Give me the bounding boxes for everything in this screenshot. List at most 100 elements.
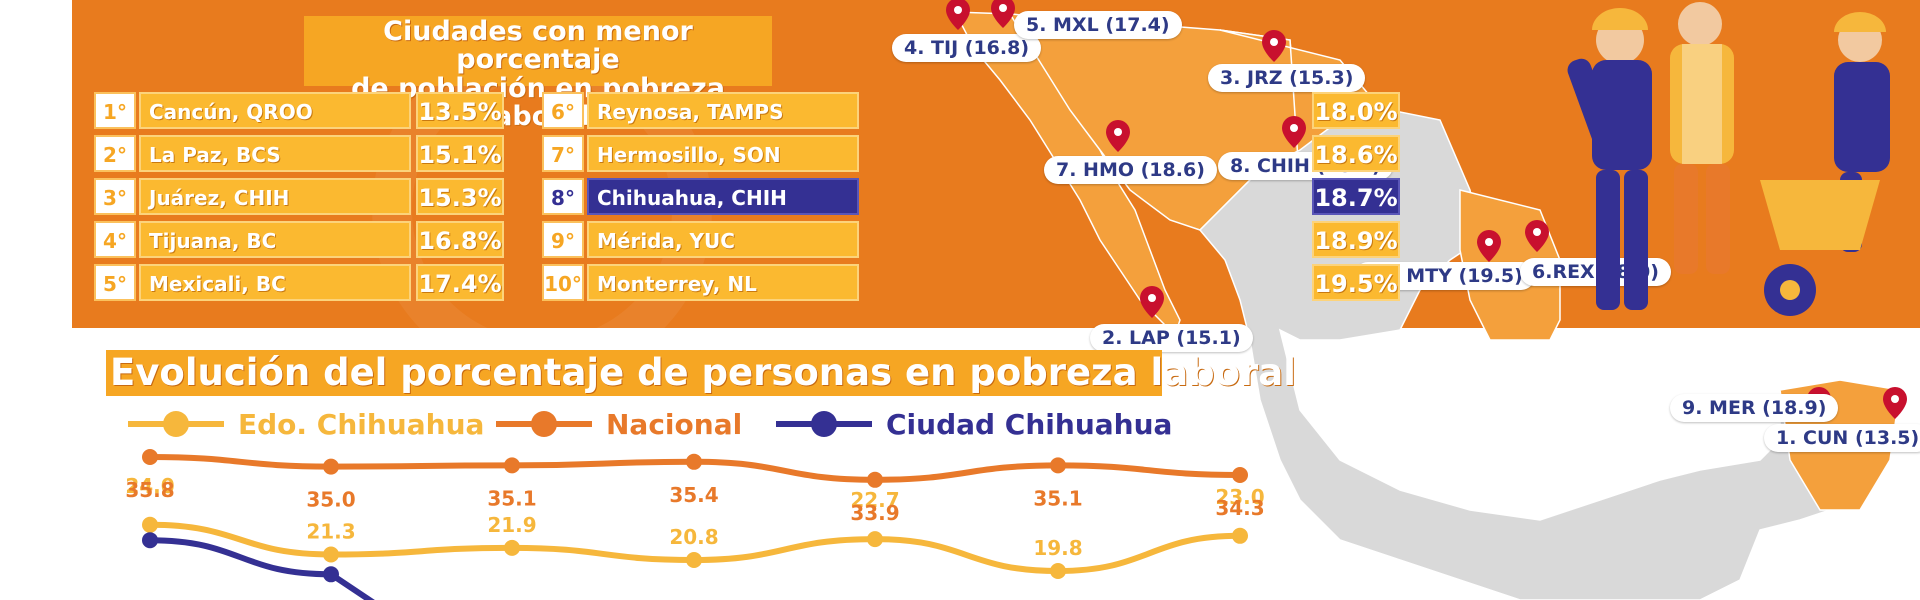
series-1-data-label: 35.1: [487, 486, 536, 510]
ranking-city: Reynosa, TAMPS: [587, 92, 859, 129]
ranking-title: Ciudades con menor porcentaje de poblaci…: [304, 16, 772, 131]
series-0-point: [142, 516, 158, 533]
series-0-point: [686, 552, 702, 568]
ranking-city: Juárez, CHIH: [139, 178, 411, 215]
series-1-data-label: 35.4: [669, 483, 718, 507]
series-0-point: [504, 539, 520, 556]
ranking-city: Mérida, YUC: [587, 221, 859, 258]
series-0-data-label: 21.9: [487, 513, 536, 537]
series-1-point: [1232, 467, 1248, 483]
map-label-hmo: 7. HMO (18.6): [1044, 156, 1217, 184]
ranking-value: 15.1%: [416, 135, 504, 172]
series-0-point: [867, 531, 883, 548]
ranking-value: 13.5%: [416, 92, 504, 129]
ranking-table: 1° Cancún, QROO 13.5% 2° La Paz, BCS 15.1% 3° J…: [94, 92, 1400, 302]
series-2-point: [142, 532, 158, 549]
series-0-point: [323, 546, 339, 563]
ranking-row: 7° Hermosillo, SON 18.6%: [542, 135, 1400, 172]
series-1-point: [1050, 457, 1066, 474]
ranking-position: 2°: [94, 135, 136, 172]
ranking-value: 18.0%: [1312, 92, 1400, 129]
map-pin-mxl: [991, 0, 1015, 28]
ranking-row: 10° Monterrey, NL 19.5%: [542, 264, 1400, 301]
legend-swatch-nacional: [496, 411, 592, 437]
worker-middle: [1670, 2, 1734, 274]
legend-swatch-ciudad: [776, 411, 872, 437]
series-0-data-label: 21.3: [306, 520, 355, 544]
series-1-data-label: 35.0: [306, 488, 355, 512]
series-1-point: [142, 449, 158, 465]
ranking-city: Chihuahua, CHIH: [587, 178, 859, 215]
ranking-position: 7°: [542, 135, 584, 172]
series-1-point: [867, 471, 883, 488]
map-pin-mty: [1477, 230, 1501, 262]
ranking-value: 18.9%: [1312, 221, 1400, 258]
legend-label-ciudad: Ciudad Chihuahua: [886, 408, 1173, 441]
ranking-value: 18.6%: [1312, 135, 1400, 172]
ranking-value: 15.3%: [416, 178, 504, 215]
ranking-row: 5° Mexicali, BC 17.4%: [94, 264, 504, 301]
ranking-title-line1: Ciudades con menor porcentaje: [383, 16, 693, 76]
ranking-row: 1° Cancún, QROO 13.5%: [94, 92, 504, 129]
map-pin-jrz: [1262, 30, 1286, 62]
map-pin-chih: [1282, 116, 1306, 148]
series-0-data-label: 22.7: [850, 488, 899, 512]
map-pin-cun: [1883, 387, 1907, 419]
series-1-point: [323, 458, 339, 475]
ranking-city: Monterrey, NL: [587, 264, 859, 301]
series-0-point: [1232, 527, 1248, 544]
series-0-data-label: 20.8: [669, 525, 718, 549]
ranking-row: 3° Juárez, CHIH 15.3%: [94, 178, 504, 215]
ranking-row: 2° La Paz, BCS 15.1%: [94, 135, 504, 172]
ranking-row: 4° Tijuana, BC 16.8%: [94, 221, 504, 258]
series-0-data-label: 24.0: [125, 474, 174, 498]
ranking-position: 10°: [542, 264, 584, 301]
ranking-row: 8° Chihuahua, CHIH 18.7%: [542, 178, 1400, 215]
ranking-row: 6° Reynosa, TAMPS 18.0%: [542, 92, 1400, 129]
series-0-data-label: 23.0: [1215, 485, 1264, 509]
wheelbarrow: [1760, 180, 1880, 316]
map-pin-hmo: [1106, 120, 1130, 152]
ranking-city: Tijuana, BC: [139, 221, 411, 258]
evolution-chart-title: Evolución del porcentaje de personas en …: [106, 350, 1296, 396]
map-label-cun: 1. CUN (13.5): [1764, 424, 1920, 452]
map-pin-lap: [1140, 286, 1164, 318]
map-label-tij: 4. TIJ (16.8): [892, 34, 1042, 62]
map-label-mer: 9. MER (18.9): [1670, 394, 1839, 422]
series-1-point: [504, 457, 520, 474]
legend-label-edo: Edo. Chihuahua: [238, 408, 485, 441]
series-1-data-label: 35.1: [1033, 486, 1082, 510]
ranking-position: 6°: [542, 92, 584, 129]
series-1-point: [686, 453, 702, 470]
ranking-position: 9°: [542, 221, 584, 258]
ranking-value: 18.7%: [1312, 178, 1400, 215]
series-0-data-label: 19.8: [1033, 536, 1082, 560]
ranking-position: 8°: [542, 178, 584, 215]
series-1-data-label: 35.8: [125, 478, 174, 502]
legend-swatch-edo: [128, 411, 224, 437]
map-label-mxl: 5. MXL (17.4): [1014, 11, 1182, 39]
map-label-lap: 2. LAP (15.1): [1090, 324, 1253, 352]
ranking-position: 5°: [94, 264, 136, 301]
ranking-city: Mexicali, BC: [139, 264, 411, 301]
ranking-position: 4°: [94, 221, 136, 258]
ranking-position: 1°: [94, 92, 136, 129]
ranking-value: 17.4%: [416, 264, 504, 301]
series-1-data-label: 34.3: [1215, 496, 1264, 520]
ranking-row: 9° Mérida, YUC 18.9%: [542, 221, 1400, 258]
workers-illustration: [1567, 2, 1890, 316]
map-pin-tij: [946, 0, 970, 30]
series-0-point: [1050, 563, 1066, 579]
ranking-value: 19.5%: [1312, 264, 1400, 301]
series-line-2: [147, 537, 375, 600]
map-pin-rex: [1525, 220, 1549, 252]
ranking-position: 3°: [94, 178, 136, 215]
ranking-city: Hermosillo, SON: [587, 135, 859, 172]
series-2-point: [323, 566, 339, 583]
legend-label-nacional: Nacional: [606, 408, 743, 441]
ranking-city: Cancún, QROO: [139, 92, 411, 129]
worker-left: [1567, 8, 1652, 310]
evolution-line-chart: 24.0 21.3 21.9 20.8 22.7 19.8 23.0 35.8 35.0 35.1…: [125, 449, 1265, 600]
series-1-data-label: 33.9: [850, 501, 899, 525]
ranking-value: 16.8%: [416, 221, 504, 258]
